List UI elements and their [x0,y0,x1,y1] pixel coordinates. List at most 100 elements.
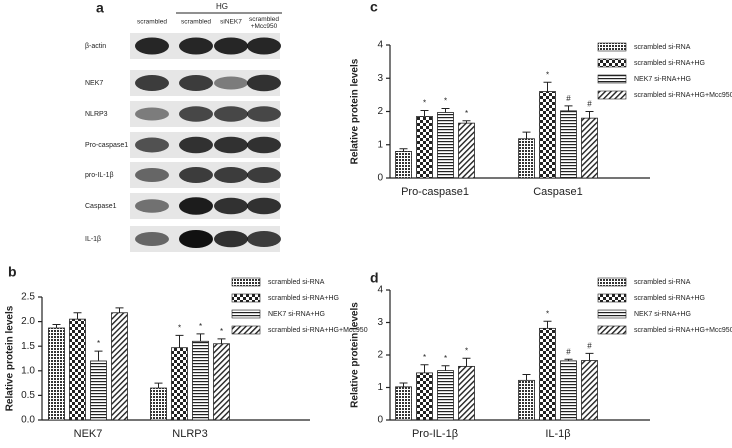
bar [581,117,598,179]
error-bar [94,350,103,361]
significance: * [178,323,181,332]
error-bar [543,81,552,92]
significance: * [546,309,549,318]
error-bar [522,131,531,139]
band [135,199,169,213]
significance: * [465,109,468,118]
lane-label: scrambled [181,19,211,26]
y-tick-label: 1 [377,382,383,393]
bar [539,327,556,421]
bar [90,360,107,421]
band [179,136,213,154]
error-bar [196,333,205,342]
significance: # [566,347,571,356]
significance: * [546,70,549,79]
row-label: β-actin [85,43,106,50]
significance: * [97,339,100,348]
panel-label: b [8,264,17,280]
error-bar [543,320,552,329]
bar [458,365,475,421]
bar [48,327,65,421]
significance: * [220,327,223,336]
band [247,74,281,92]
band [247,231,281,247]
y-tick-label: 4 [377,40,383,51]
row-label: IL-1β [85,236,101,243]
bar [416,116,433,179]
y-tick-label: 0.0 [21,415,35,426]
error-bar [175,334,184,348]
legend-swatch [597,58,627,68]
bar [437,112,454,179]
band [179,167,213,183]
bar [458,122,475,179]
lane-label: scrambled +Mcc950 [249,16,279,30]
band [135,107,169,121]
bar [395,386,412,421]
legend-label: NEK7 si-RNA+HG [268,311,325,318]
band [135,75,169,91]
error-bar [462,120,471,124]
bar [560,110,577,179]
bar [69,318,86,421]
significance: * [444,97,447,106]
error-bar [441,365,450,371]
legend-label: scrambled si-RNA+HG [268,295,339,302]
legend-swatch [597,293,627,303]
band [247,37,281,55]
y-axis-label: Relative protein levels [5,305,16,411]
band [179,37,213,55]
row-label: NEK7 [85,80,103,87]
error-bar [52,324,61,328]
significance: * [444,354,447,363]
legend-swatch [597,325,627,335]
legend-label: scrambled si-RNA+HG+Mcc950 [634,92,732,99]
bar [518,138,535,179]
band [179,75,213,91]
y-axis-label: Relative protein levels [350,58,361,164]
band [179,230,213,248]
band [135,168,169,182]
y-tick-label: 0 [377,173,383,184]
band [214,37,248,55]
y-tick-label: 3 [377,73,383,84]
bar [192,340,209,421]
y-tick-label: 4 [377,285,383,296]
lane-label: scrambled [137,19,167,26]
error-bar [585,352,594,361]
y-tick-label: 3 [377,317,383,328]
significance: * [423,99,426,108]
error-bar [462,357,471,367]
legend-label: NEK7 si-RNA+HG [634,311,691,318]
legend-label: scrambled si-RNA+HG [634,60,705,67]
bar [395,150,412,179]
panel-label: d [370,270,379,286]
bar [539,91,556,179]
x-tick-label: NEK7 [74,428,103,440]
y-axis-label: Relative protein levels [350,302,361,408]
band [247,136,281,154]
band [214,167,248,183]
bar [150,387,167,421]
error-bar [522,374,531,381]
band [214,136,248,154]
legend-swatch [597,277,627,287]
error-bar [441,108,450,113]
legend-swatch [597,90,627,100]
panel-label: c [370,0,378,15]
legend-label: scrambled si-RNA [268,279,325,286]
band [214,230,248,248]
x-tick-label: Pro-caspase1 [401,186,469,198]
band [135,137,169,153]
row-label: NLRP3 [85,111,108,118]
error-bar [399,382,408,387]
western-blot: a HG scrambled scrambled siNEK7 scrambled +M… [85,0,282,252]
error-bar [115,307,124,313]
row-label: Pro-caspase1 [85,142,128,149]
error-bar [564,105,573,111]
row-label: pro-IL-1β [85,172,114,179]
bar [581,360,598,421]
legend-label: scrambled si-RNA [634,279,691,286]
legend-label: scrambled si-RNA [634,44,691,51]
